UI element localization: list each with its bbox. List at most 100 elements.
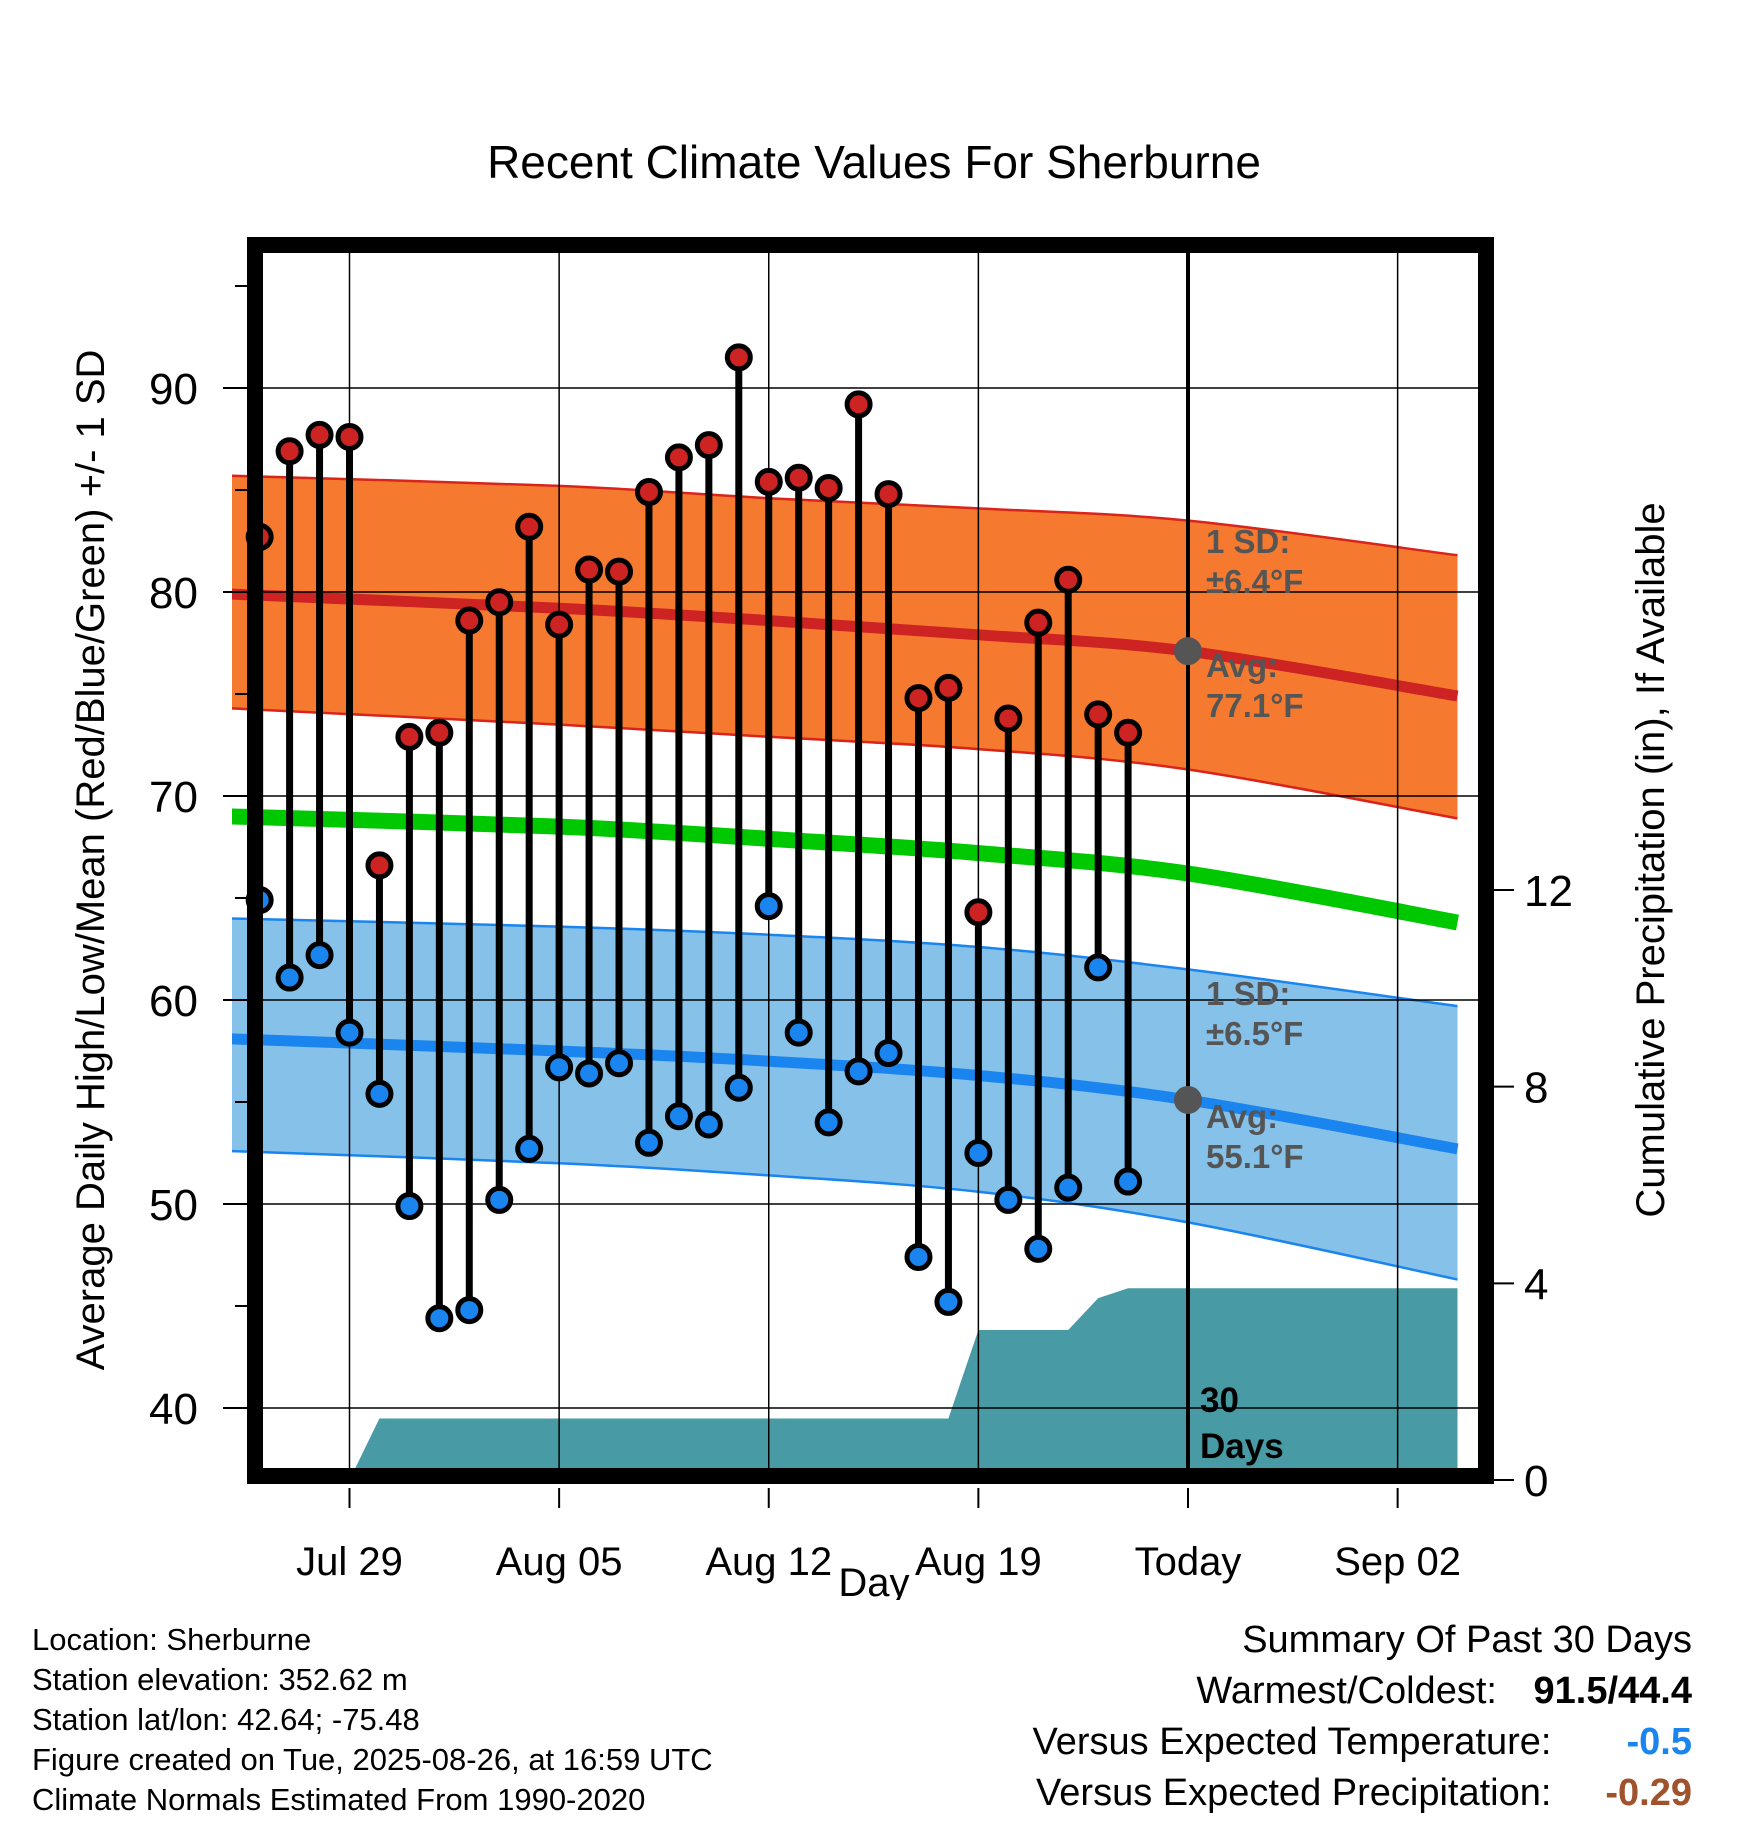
low-avg-value: 55.1°F	[1206, 1138, 1304, 1175]
low-temp-point	[754, 892, 783, 921]
location-text: Location: Sherburne	[32, 1622, 312, 1657]
high-sd-band	[232, 475, 1458, 819]
chart-title: Recent Climate Values For Sherburne	[487, 136, 1261, 188]
high-temp-point	[814, 473, 843, 502]
low-temp-point	[365, 1079, 394, 1108]
x-tick-label: Today	[1135, 1540, 1242, 1584]
right-axis	[1490, 889, 1514, 1481]
y-tick-label: 50	[149, 1181, 198, 1230]
low-temp-point	[275, 963, 304, 992]
y2-tick-label: 4	[1524, 1260, 1548, 1309]
y2-tick-label: 12	[1524, 867, 1573, 916]
high-temp-point	[964, 898, 993, 927]
high-temp-point	[305, 420, 334, 449]
y2-tick-label: 8	[1524, 1064, 1548, 1113]
x-tick-label: Aug 19	[915, 1540, 1042, 1584]
low-temp-point	[485, 1185, 514, 1214]
high-temp-point	[874, 480, 903, 509]
precip-label: Versus Expected Precipitation:	[1036, 1772, 1552, 1814]
left-axis	[223, 285, 247, 1409]
y-tick-label: 60	[149, 977, 198, 1026]
high-sd-label: 1 SD:	[1206, 523, 1290, 560]
low-sd-label: 1 SD:	[1206, 975, 1290, 1012]
high-temp-point	[1084, 700, 1113, 729]
created-text: Figure created on Tue, 2025-08-26, at 16…	[32, 1742, 713, 1777]
low-temp-point	[694, 1110, 723, 1139]
high-temp-point	[545, 610, 574, 639]
high-temp-point	[425, 718, 454, 747]
low-temp-point	[335, 1018, 364, 1047]
high-temp-point	[455, 606, 484, 635]
today-label-30: 30	[1200, 1381, 1239, 1420]
y-tick-label: 70	[149, 773, 198, 822]
normals-text: Climate Normals Estimated From 1990-2020	[32, 1782, 646, 1817]
y2-tick-label: 0	[1524, 1457, 1548, 1506]
high-temp-point	[1114, 718, 1143, 747]
high-temp-point	[994, 704, 1023, 733]
high-temp-point	[515, 512, 544, 541]
warmest-value: 91.5/44.4	[1533, 1670, 1692, 1712]
low-avg-label: Avg:	[1206, 1098, 1278, 1135]
y-tick-label: 40	[149, 1385, 198, 1434]
low-temp-point	[575, 1059, 604, 1088]
low-temp-point	[964, 1139, 993, 1167]
high-temp-point	[904, 684, 933, 713]
elevation-text: Station elevation: 352.62 m	[32, 1662, 408, 1697]
temp-label: Versus Expected Temperature:	[1032, 1721, 1552, 1763]
low-temp-point	[455, 1296, 484, 1325]
low-temp-point	[994, 1185, 1023, 1214]
y2-axis-label: Cumulative Precipitation (in), If Availa…	[1629, 502, 1673, 1217]
high-temp-point	[1024, 608, 1053, 637]
today-label-days: Days	[1200, 1427, 1284, 1466]
y-axis-label: Average Daily High/Low/Mean (Red/Blue/Gr…	[69, 350, 113, 1371]
temp-value: -0.5	[1626, 1721, 1692, 1763]
high-temp-point	[784, 463, 813, 492]
low-temp-point	[874, 1039, 903, 1068]
high-temp-point	[844, 390, 873, 419]
warmest-label: Warmest/Coldest:	[1196, 1670, 1497, 1712]
high-temp-point	[934, 673, 963, 702]
high-temp-point	[275, 437, 304, 466]
low-temp-point	[1054, 1173, 1083, 1202]
plot-frame	[247, 237, 1494, 1484]
high-temp-point	[335, 422, 364, 451]
climate-chart: Recent Climate Values For Sherburne 1 SD:…	[69, 136, 1673, 1600]
x-tick-label: Jul 29	[296, 1540, 403, 1584]
high-temp-point	[605, 557, 634, 586]
low-temp-point	[1114, 1167, 1143, 1196]
low-temp-point	[545, 1053, 574, 1082]
low-temp-point	[634, 1128, 663, 1157]
high-temp-point	[664, 443, 693, 472]
low-temp-point	[844, 1057, 873, 1086]
precip-value: -0.29	[1605, 1772, 1692, 1814]
high-avg-value: 77.1°F	[1206, 687, 1304, 724]
low-temp-point	[814, 1108, 843, 1137]
y-tick-label: 90	[149, 365, 198, 414]
summary-temp-row: Versus Expected Temperature: -0.5	[1033, 1717, 1692, 1768]
low-temp-point	[395, 1192, 424, 1221]
today-low-avg-marker	[1174, 1085, 1202, 1114]
precipitation-area	[349, 1288, 1458, 1470]
x-tick-label: Sep 02	[1334, 1540, 1461, 1584]
summary-heading: Summary Of Past 30 Days	[1242, 1619, 1692, 1661]
station-info: Location: Sherburne Station elevation: 3…	[32, 1620, 713, 1820]
low-sd-band	[232, 918, 1458, 1280]
x-axis-label: Day	[838, 1561, 909, 1600]
low-temp-point	[305, 941, 334, 970]
mean-average-line	[232, 808, 1459, 931]
high-temp-point	[365, 851, 394, 880]
low-temp-point	[934, 1287, 963, 1316]
x-tick-label: Aug 12	[705, 1540, 832, 1584]
low-band-lower-edge	[232, 1149, 1458, 1281]
low-temp-point	[904, 1243, 933, 1272]
high-temp-point	[1054, 565, 1083, 594]
low-sd-value: ±6.5°F	[1206, 1015, 1303, 1052]
high-temp-point	[754, 467, 783, 496]
today-high-avg-marker	[1174, 637, 1202, 666]
summary-warmest-row: Warmest/Coldest: 91.5/44.4	[1033, 1666, 1692, 1717]
y-tick-label: 80	[149, 569, 198, 618]
low-temp-point	[724, 1073, 753, 1102]
low-temp-point	[605, 1049, 634, 1078]
bottom-axis	[348, 1488, 1399, 1508]
